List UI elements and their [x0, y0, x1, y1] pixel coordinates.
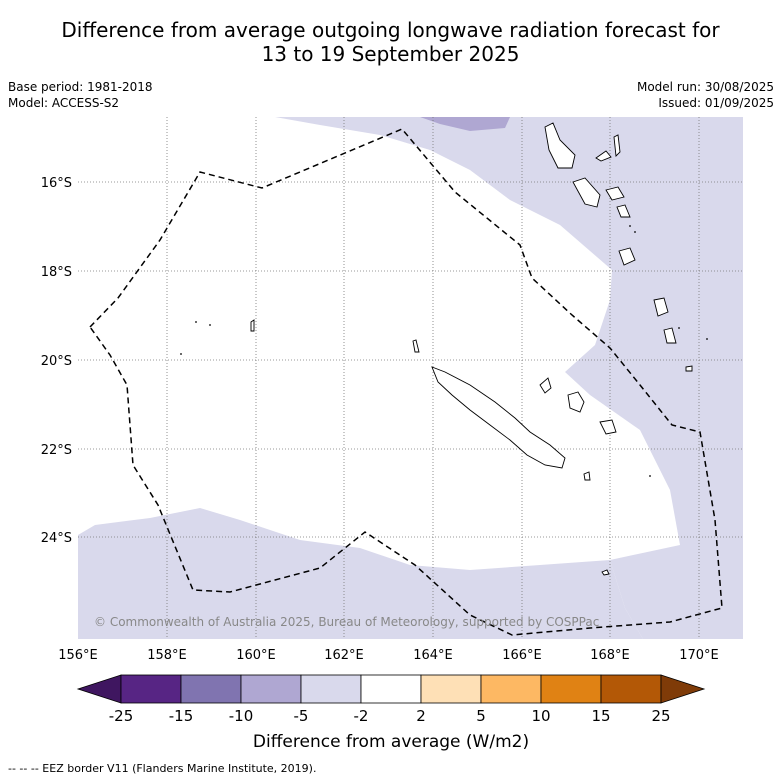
colorbar-label-9: 15	[591, 707, 610, 725]
colorbar-segment-4	[300, 674, 362, 704]
model-text: Model: ACCESS-S2	[8, 96, 120, 110]
lon-label-168e: 168°E	[590, 648, 630, 663]
vanuatu-island-4	[572, 177, 601, 208]
colorbar-label-2: -15	[169, 707, 194, 725]
lon-label-160e: 160°E	[236, 648, 276, 663]
vanuatu-island-6	[616, 204, 631, 218]
anomaly-region-northeast	[275, 117, 743, 639]
gridlines	[78, 117, 743, 639]
loyalty-island-3	[599, 419, 617, 435]
lat-label-18s: 18°S	[41, 265, 72, 280]
lat-label-22s: 22°S	[41, 443, 72, 458]
colorbar-label-8: 10	[531, 707, 550, 725]
lon-label-158e: 158°E	[147, 648, 187, 663]
copyright-text: © Commonwealth of Australia 2025, Bureau…	[94, 615, 599, 629]
tiny-islets	[180, 225, 708, 477]
map-panel: © Commonwealth of Australia 2025, Bureau…	[78, 117, 743, 639]
colorbar-segment-7	[480, 674, 542, 704]
small-island-4	[412, 339, 420, 353]
loyalty-island-5	[663, 327, 677, 344]
lon-label-170e: 170°E	[679, 648, 719, 663]
meta-left: Base period: 1981-2018 Model: ACCESS-S2	[8, 79, 153, 111]
title-line-1: Difference from average outgoing longwav…	[61, 18, 720, 42]
colorbar-label-4: -5	[294, 707, 309, 725]
vanuatu-island-7	[618, 247, 636, 266]
colorbar-label-10: 25	[651, 707, 670, 725]
lat-label-16s: 16°S	[41, 176, 72, 191]
loyalty-island-1	[539, 377, 552, 394]
vanuatu-island-1	[544, 122, 576, 169]
colorbar-label-1: -25	[109, 707, 134, 725]
lat-label-24s: 24°S	[41, 531, 72, 546]
colorbar-title: Difference from average (W/m2)	[253, 732, 529, 752]
islands	[250, 122, 693, 576]
model-run-text: Model run: 30/08/2025	[636, 80, 774, 94]
meta-right: Model run: 30/08/2025 Issued: 01/09/2025	[637, 79, 774, 111]
small-island-2	[583, 471, 591, 481]
colorbar-segment-9	[600, 674, 662, 704]
small-island-1	[685, 365, 693, 372]
colorbar-labels: -25 -15 -10 -5 -2 2 5 10 15 25	[109, 707, 671, 725]
colorbar-arrow-left	[76, 674, 122, 704]
small-island-5	[601, 569, 610, 576]
colorbar-label-3: -10	[229, 707, 254, 725]
eez-border	[89, 128, 723, 636]
colorbar-segment-6	[420, 674, 482, 704]
loyalty-island-2	[567, 391, 585, 413]
anomaly-region-south	[78, 508, 643, 639]
base-period-text: Base period: 1981-2018	[8, 80, 153, 94]
vanuatu-island-2	[595, 150, 612, 162]
issued-text: Issued: 01/09/2025	[658, 96, 774, 110]
loyalty-island-4	[653, 297, 669, 317]
colorbar-segment-2	[180, 674, 242, 704]
footnote: -- -- -- EEZ border V11 (Flanders Marine…	[8, 762, 317, 775]
colorbar	[76, 674, 706, 704]
colorbar-arrow-right	[660, 674, 706, 704]
map-title: Difference from average outgoing longwav…	[0, 18, 781, 66]
lon-label-164e: 164°E	[413, 648, 453, 663]
lat-tick-labels: 16°S 18°S 20°S 22°S 24°S	[41, 176, 72, 546]
colorbar-label-7: 5	[476, 707, 486, 725]
lon-label-156e: 156°E	[58, 648, 98, 663]
colorbar-label-5: -2	[354, 707, 369, 725]
new-caledonia-island	[431, 366, 566, 469]
colorbar-segment-8	[540, 674, 602, 704]
vanuatu-island-5	[605, 186, 625, 201]
lon-tick-labels: 156°E 158°E 160°E 162°E 164°E 166°E 168°…	[58, 648, 719, 663]
colorbar-segment-5	[360, 674, 422, 704]
small-island-3	[250, 319, 255, 332]
colorbar-segment-1	[120, 674, 182, 704]
colorbar-label-6: 2	[416, 707, 426, 725]
lat-label-20s: 20°S	[41, 354, 72, 369]
vanuatu-island-3	[613, 134, 621, 157]
anomaly-region-darker	[420, 117, 510, 131]
lon-label-166e: 166°E	[502, 648, 542, 663]
lon-label-162e: 162°E	[324, 648, 364, 663]
title-line-2: 13 to 19 September 2025	[261, 42, 520, 66]
colorbar-segment-3	[240, 674, 302, 704]
